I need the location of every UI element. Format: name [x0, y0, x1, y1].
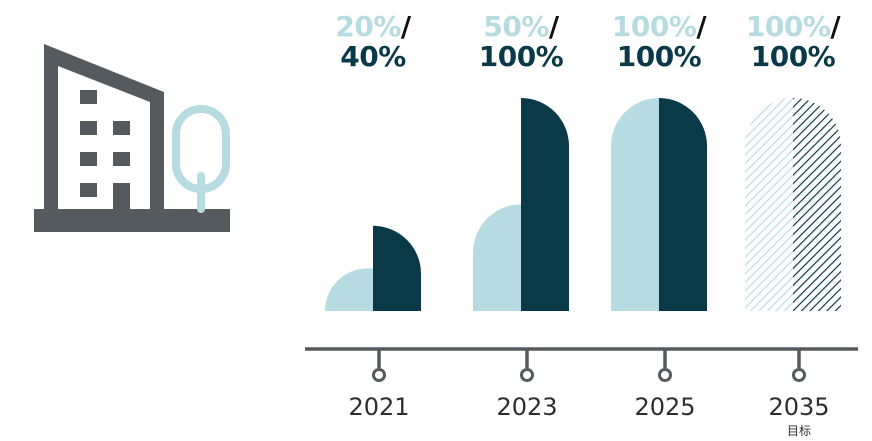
- value-label-first-2021: 20%: [335, 10, 401, 43]
- value-label-second-2023: 100%: [478, 40, 564, 73]
- bar-light-2035: [745, 98, 793, 311]
- value-label-second-2035: 100%: [750, 40, 836, 73]
- slash-separator: /: [696, 10, 707, 43]
- tick-marker-2035: [792, 368, 806, 382]
- value-label-first-2023: 50%: [483, 10, 549, 43]
- value-label-2025: 100%/100%: [584, 13, 734, 71]
- slash-separator: /: [548, 10, 559, 43]
- tick-marker-2021: [372, 368, 386, 382]
- bar-dark-2023: [521, 98, 569, 311]
- slash-separator: /: [830, 10, 841, 43]
- bar-light-2025: [611, 98, 659, 311]
- year-label-2021: 2021: [348, 393, 410, 421]
- bar-dark-2021: [373, 225, 421, 311]
- bar-dark-2035: [793, 98, 841, 311]
- target-note-2035: 目标: [786, 424, 811, 438]
- tree-icon: [172, 105, 230, 213]
- value-label-first-2035: 100%: [745, 10, 831, 43]
- value-label-2035: 100%/100%: [718, 13, 868, 71]
- value-label-first-2025: 100%: [611, 10, 697, 43]
- building-icon: [34, 44, 230, 232]
- value-label-second-2021: 40%: [340, 40, 406, 73]
- value-label-second-2025: 100%: [616, 40, 702, 73]
- tick-marker-2023: [520, 368, 534, 382]
- bar-light-2021: [325, 268, 373, 311]
- year-label-2025: 2025: [634, 393, 696, 421]
- value-label-2021: 20%/40%: [298, 13, 448, 71]
- bar-dark-2025: [659, 98, 707, 311]
- value-label-2023: 50%/100%: [446, 13, 596, 71]
- slash-separator: /: [400, 10, 411, 43]
- bar-light-2023: [473, 204, 521, 311]
- tick-marker-2025: [658, 368, 672, 382]
- year-label-2023: 2023: [496, 393, 558, 421]
- year-label-2035: 2035: [768, 393, 830, 421]
